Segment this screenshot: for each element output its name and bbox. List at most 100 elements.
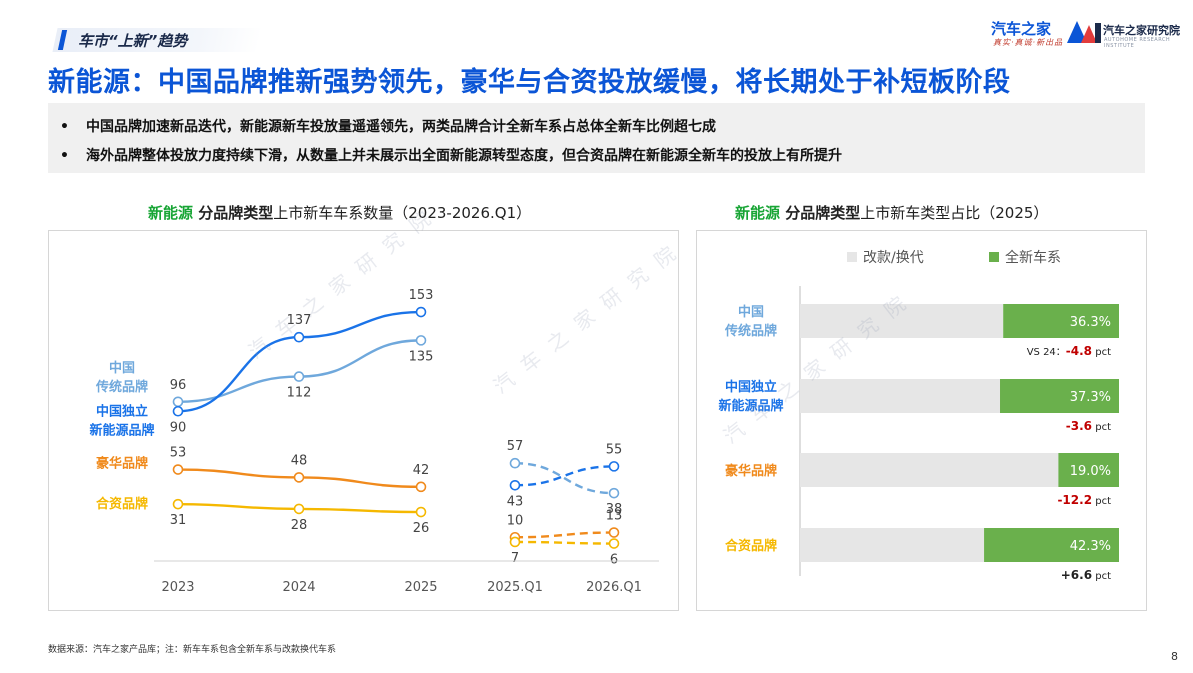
institute-logo: 汽车之家研究院 <box>1103 24 1180 37</box>
data-label: 42 <box>413 463 430 478</box>
summary-box <box>48 103 1145 173</box>
bar-remodel <box>800 453 1059 487</box>
section-title: 车市“上新”趋势 <box>78 32 188 50</box>
data-point <box>509 479 521 491</box>
x-tick-label: 2025.Q1 <box>487 580 543 595</box>
data-label: 13 <box>606 509 623 524</box>
bar-new-series <box>984 528 1119 562</box>
data-label: 38 <box>606 502 623 517</box>
bullet-marker: • <box>60 148 69 164</box>
data-label: 135 <box>409 349 434 364</box>
data-label: 55 <box>606 442 623 457</box>
institute-logo-mark <box>1067 21 1101 43</box>
data-point <box>509 457 521 469</box>
bar-chart-title: 新能源 分品牌类型上市新车类型占比（2025） <box>735 202 1048 223</box>
line-chart-title-bold: 分品牌类型 <box>193 204 274 222</box>
delta-label: -12.2 pct <box>1057 493 1111 507</box>
data-point <box>415 506 427 518</box>
x-tick-label: 2023 <box>161 580 194 595</box>
series-label: 传统品牌 <box>95 379 148 395</box>
data-label: 31 <box>170 513 187 528</box>
summary-bullet-2: • 海外品牌整体投放力度持续下滑，从数量上并未展示出全面新能源转型态度，但合资品牌… <box>60 145 842 165</box>
data-point <box>415 481 427 493</box>
series-line-dashed <box>514 531 615 539</box>
category-label: 合资品牌 <box>725 538 777 554</box>
category-label: 中国 <box>738 304 764 320</box>
summary-bullet-text: 海外品牌整体投放力度持续下滑，从数量上并未展示出全面新能源转型态度，但合资品牌在… <box>86 148 842 164</box>
data-label: 10 <box>507 513 524 528</box>
series-label: 合资品牌 <box>96 496 148 512</box>
data-point <box>415 306 427 318</box>
legend-swatch-new <box>989 252 999 262</box>
data-label: 7 <box>511 551 519 566</box>
series-line-dashed <box>514 462 615 495</box>
data-label: 57 <box>507 439 524 454</box>
category-label: 豪华品牌 <box>725 463 777 479</box>
data-point <box>415 335 427 346</box>
series-label: 中国独立 <box>96 403 148 419</box>
delta-unit: pct <box>1092 571 1111 582</box>
bullet-marker: • <box>60 119 69 135</box>
data-label: 90 <box>170 420 187 435</box>
line-chart-title-rest: 上市新车车系数量（2023-2026.Q1） <box>273 204 532 222</box>
x-tick-label: 2026.Q1 <box>586 580 642 595</box>
data-point <box>293 503 305 515</box>
data-label: 43 <box>507 494 524 509</box>
autohome-logo: 汽车之家 <box>991 20 1052 38</box>
delta-label: +6.6 pct <box>1061 568 1111 582</box>
bar-value-label: 37.3% <box>1070 390 1111 405</box>
data-point <box>608 527 620 538</box>
delta-label: VS 24：-4.8 pct <box>1027 344 1111 358</box>
bar-chart-title-green: 新能源 <box>735 204 781 222</box>
series-line-dashed <box>514 465 615 487</box>
x-tick-label: 2025 <box>404 580 437 595</box>
data-label: 26 <box>413 521 430 536</box>
x-tick-label: 2024 <box>282 580 315 595</box>
delta-value: +6.6 <box>1061 568 1092 582</box>
autohome-logo-tagline: 真实·真诚·新出品 <box>993 38 1064 47</box>
delta-label: -3.6 pct <box>1066 419 1111 433</box>
bar-value-label: 42.3% <box>1070 539 1111 554</box>
data-point <box>293 331 305 343</box>
bar-remodel <box>800 304 1004 338</box>
data-point <box>172 464 184 475</box>
data-point <box>172 405 184 417</box>
data-label: 28 <box>291 518 308 533</box>
data-label: 53 <box>170 446 187 461</box>
bar-value-label: 19.0% <box>1070 464 1111 479</box>
data-point <box>172 498 184 510</box>
bar-new-series <box>1000 379 1119 413</box>
delta-unit: pct <box>1092 422 1111 433</box>
footnote: 数据来源：汽车之家产品库；注：新车车系包含全新车系与改款换代车系 <box>48 645 337 655</box>
category-label: 传统品牌 <box>724 323 777 339</box>
delta-value: -4.8 <box>1066 344 1092 358</box>
bar-new-series <box>1003 304 1119 338</box>
data-label: 6 <box>610 553 618 568</box>
page-headline: 新能源：中国品牌推新强势领先，豪华与合资投放缓慢，将长期处于补短板阶段 <box>48 67 1011 98</box>
data-point <box>293 472 305 483</box>
summary-bullet-text: 中国品牌加速新品迭代，新能源新车投放量遥遥领先，两类品牌合计全新车系占总体全新车… <box>86 119 716 135</box>
institute-logo-en: AUTOHOME RESEARCH INSTITUTE <box>1104 37 1171 49</box>
data-label: 48 <box>291 453 308 468</box>
data-label: 112 <box>287 386 312 401</box>
data-point <box>608 487 620 499</box>
data-point <box>293 371 305 382</box>
line-chart-title: 新能源 分品牌类型上市新车车系数量（2023-2026.Q1） <box>148 202 531 223</box>
data-label: 96 <box>170 378 187 393</box>
data-point <box>172 396 184 408</box>
data-point <box>608 538 620 549</box>
page-number: 8 <box>1171 650 1178 663</box>
data-label: 153 <box>409 288 434 303</box>
bar-remodel <box>800 379 1001 413</box>
line-chart-title-green: 新能源 <box>148 204 194 222</box>
delta-unit: pct <box>1092 496 1111 507</box>
series-label: 中国 <box>109 360 135 376</box>
series-line-dashed <box>514 540 615 545</box>
bar-chart-title-rest: 上市新车类型占比（2025） <box>860 204 1049 222</box>
delta-value: -3.6 <box>1066 419 1092 433</box>
category-label: 中国独立 <box>725 379 777 395</box>
line-chart-panel: 96 112 135 57 38 中国传统品牌 90 13 7 153 43 55 中国独立新能源品牌 5… <box>48 230 679 611</box>
series-label: 新能源品牌 <box>89 422 154 438</box>
